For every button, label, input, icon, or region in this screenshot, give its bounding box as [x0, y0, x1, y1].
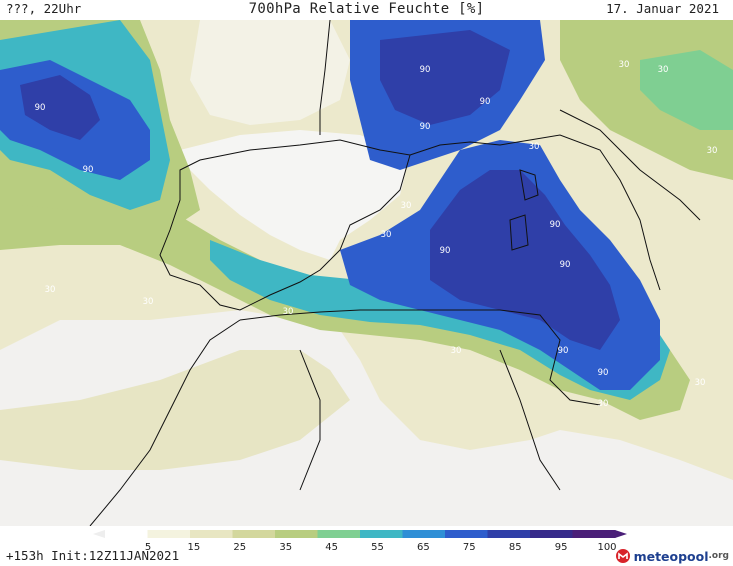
init-time-label: +153h Init:12Z11JAN2021	[6, 548, 180, 563]
legend-tick-label: 35	[279, 542, 292, 553]
contour-label: 90	[420, 65, 431, 75]
legend-tick-label: 55	[371, 542, 384, 553]
contour-label: 30	[45, 285, 56, 295]
contour-label: 90	[560, 260, 571, 270]
contour-label: 30	[619, 60, 630, 70]
contour-label: 90	[420, 122, 431, 132]
contour-label: 30	[401, 201, 412, 211]
legend-tick-label: 5	[145, 542, 151, 553]
legend-swatch	[147, 530, 191, 538]
run-time-label: ???, 22Uhr	[6, 1, 82, 16]
legend-tick-label: 15	[188, 542, 201, 553]
logo-text: meteopool	[633, 548, 709, 564]
contour-label: 30	[598, 399, 609, 409]
legend-tick-label: 45	[325, 542, 338, 553]
legend-swatch	[360, 530, 403, 538]
legend-swatch	[275, 530, 318, 538]
dry-area-iberia	[180, 130, 410, 260]
dry-area-atlantic	[190, 20, 350, 125]
contour-label: 30	[695, 378, 706, 388]
map-title: 700hPa Relative Feuchte [%]	[248, 1, 485, 17]
legend-swatch	[402, 530, 446, 538]
legend-tick-label: 75	[463, 542, 476, 553]
legend-swatch	[487, 530, 531, 538]
legend-min-arrow	[93, 530, 105, 538]
legend-tick-label: 25	[233, 542, 246, 553]
legend-bar	[93, 530, 627, 538]
contour-label: 30	[451, 346, 462, 356]
legend-tick-label: 85	[509, 542, 522, 553]
contour-label: 30	[529, 142, 540, 152]
contour-label: 90	[440, 246, 451, 256]
humidity-map: 90 90 90 90 90 90 90 90 90 90 30 30 30 3…	[0, 20, 733, 526]
light-area-africa-2	[0, 350, 350, 470]
legend-swatch	[530, 530, 573, 538]
legend-swatch	[232, 530, 276, 538]
logo-icon	[615, 549, 630, 563]
legend-swatch	[105, 530, 148, 538]
contour-label: 90	[35, 103, 46, 113]
legend-ticks: 5 15 25 35 45 55 65 75 85 95 100	[145, 542, 617, 553]
legend-tick-label: 100	[597, 542, 616, 553]
med-moisture-core	[430, 170, 620, 350]
dry-area-africa	[0, 310, 733, 526]
legend-swatch	[190, 530, 233, 538]
color-legend: 5 15 25 35 45 55 65 75 85 95 100	[93, 530, 627, 553]
contour-label: 30	[283, 307, 294, 317]
contour-label: 30	[707, 146, 718, 156]
legend-tick-label: 65	[417, 542, 430, 553]
coastlines	[89, 20, 701, 526]
meteopool-logo[interactable]: meteopool .org	[615, 546, 729, 566]
contour-label: 30	[658, 65, 669, 75]
valid-date-label: 17. Januar 2021	[606, 1, 719, 16]
contour-label: 30	[381, 230, 392, 240]
contour-label: 90	[480, 97, 491, 107]
north-moisture-core	[380, 30, 510, 125]
legend-swatch	[572, 530, 616, 538]
contour-labels: 90 90 90 90 90 90 90 90 90 90	[35, 65, 609, 378]
logo-suffix: .org	[708, 551, 729, 561]
legend-swatch	[317, 530, 361, 538]
legend-swatch	[445, 530, 488, 538]
contour-labels-30: 30 30 30 30 30 30 30 30 30 30 30 30	[45, 60, 718, 409]
ne-moisture-teal	[640, 50, 733, 130]
contour-label: 90	[83, 165, 94, 175]
contour-label: 90	[550, 220, 561, 230]
legend-tick-label: 95	[555, 542, 568, 553]
legend-max-arrow	[615, 530, 627, 538]
contour-label: 30	[143, 297, 154, 307]
nw-moisture-core	[20, 75, 100, 140]
contour-label: 90	[558, 346, 569, 356]
contour-label: 90	[598, 368, 609, 378]
